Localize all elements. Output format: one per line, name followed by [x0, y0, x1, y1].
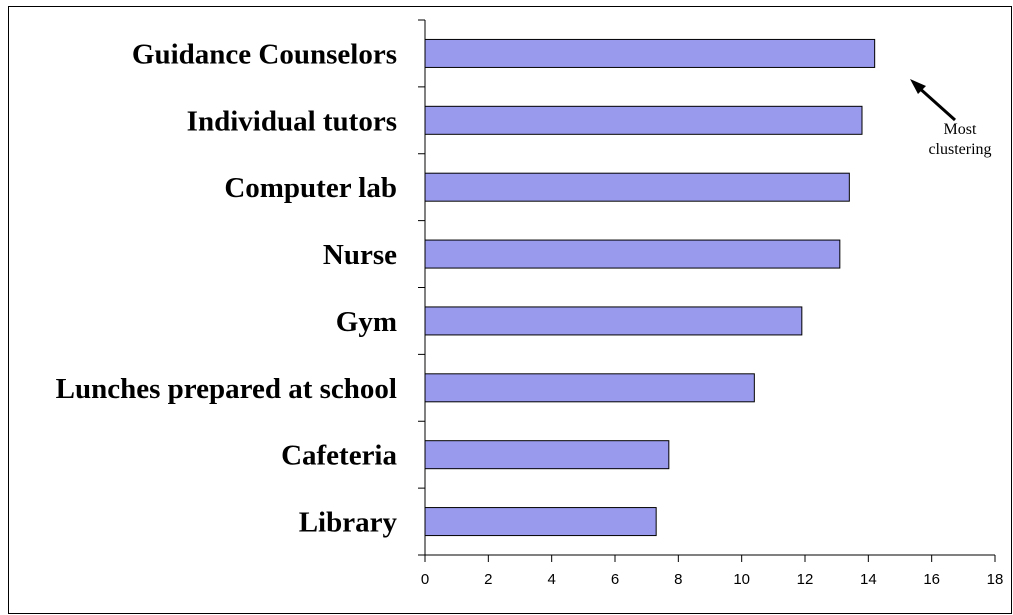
annotation-arrow-head — [910, 79, 926, 94]
category-label: Guidance Counselors — [132, 38, 397, 70]
x-tick-label: 10 — [733, 571, 750, 588]
x-tick-label: 14 — [860, 571, 877, 588]
x-tick-label: 8 — [674, 571, 682, 588]
x-tick-label: 12 — [797, 571, 814, 588]
bar-lunches-prepared-at-school — [424, 373, 755, 403]
category-label: Lunches prepared at school — [56, 373, 397, 405]
bar-nurse — [424, 239, 841, 269]
annotation-arrow-shaft — [915, 84, 957, 122]
bar-individual-tutors — [424, 105, 863, 135]
x-tick-label: 0 — [421, 571, 429, 588]
x-tick-label: 16 — [923, 571, 940, 588]
bar-computer-lab — [424, 172, 850, 202]
annotation-line1: Most — [944, 121, 977, 138]
bar-library — [424, 507, 657, 537]
x-tick-label: 2 — [484, 571, 492, 588]
category-label: Individual tutors — [187, 105, 397, 137]
x-tick-label: 18 — [987, 571, 1004, 588]
bar-guidance-counselors — [424, 38, 876, 68]
category-label: Nurse — [323, 239, 397, 271]
x-tick-label: 6 — [611, 571, 619, 588]
category-label: Library — [299, 507, 398, 539]
annotation-line2: clustering — [928, 141, 991, 158]
category-label: Cafeteria — [281, 440, 397, 472]
x-tick-label: 4 — [547, 571, 555, 588]
category-label: Computer lab — [224, 172, 397, 204]
category-label: Gym — [336, 306, 397, 338]
bar-cafeteria — [424, 440, 670, 470]
bar-gym — [424, 306, 803, 336]
